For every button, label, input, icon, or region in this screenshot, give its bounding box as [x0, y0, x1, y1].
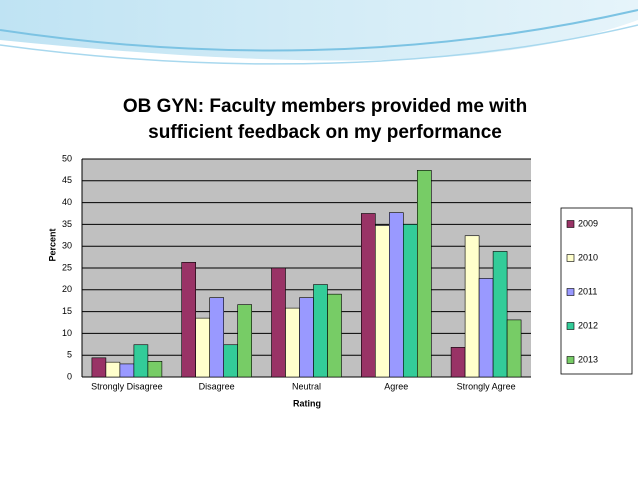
legend-label: 2012 — [578, 320, 598, 330]
y-tick-label: 15 — [62, 306, 72, 316]
legend-swatch — [566, 288, 575, 296]
bar — [119, 363, 135, 378]
bar — [271, 267, 286, 378]
legend-swatch — [566, 254, 575, 262]
bar — [223, 344, 238, 378]
header-line — [0, 24, 638, 65]
legend-swatch — [566, 322, 575, 330]
bar — [105, 361, 121, 378]
bar — [327, 293, 342, 378]
bar — [147, 361, 163, 378]
legend-label: 2010 — [578, 252, 598, 262]
bar — [285, 307, 300, 378]
y-tick-label: 50 — [62, 153, 72, 163]
bar — [360, 213, 376, 378]
legend — [560, 207, 633, 375]
x-tick-label: Disagree — [199, 381, 235, 391]
bar — [464, 235, 480, 378]
bar — [402, 224, 418, 378]
bar — [450, 347, 466, 378]
bar — [237, 304, 252, 378]
y-axis-label: Percent — [47, 228, 57, 261]
bar — [299, 297, 314, 378]
x-tick-label: Neutral — [292, 381, 321, 391]
legend-label: 2009 — [578, 218, 598, 228]
bar — [133, 344, 149, 378]
chart-title: OB GYN: Faculty members provided me with… — [123, 96, 527, 143]
legend-label: 2013 — [578, 354, 598, 364]
y-tick-label: 20 — [62, 284, 72, 294]
y-tick-label: 45 — [62, 175, 72, 185]
x-axis-label: Rating — [293, 398, 321, 408]
bar — [388, 212, 404, 378]
bar — [416, 170, 432, 378]
legend-swatch — [566, 356, 575, 364]
legend-swatch — [566, 220, 575, 228]
y-tick-label: 40 — [62, 197, 72, 207]
bar — [181, 262, 196, 378]
y-tick-label: 10 — [62, 328, 72, 338]
header-line — [0, 9, 638, 52]
bar — [506, 319, 522, 378]
bar — [478, 278, 494, 378]
y-tick-label: 35 — [62, 219, 72, 229]
bar — [91, 357, 107, 378]
x-tick-label: Strongly Disagree — [91, 381, 163, 391]
y-tick-label: 25 — [62, 262, 72, 272]
header-swoosh — [0, 0, 638, 61]
legend-label: 2011 — [578, 286, 597, 296]
bar — [209, 297, 224, 378]
y-tick-label: 0 — [67, 371, 72, 381]
bar — [492, 251, 508, 378]
x-tick-label: Agree — [384, 381, 408, 391]
bar — [374, 225, 390, 378]
bar — [195, 317, 210, 378]
x-tick-label: Strongly Agree — [457, 381, 516, 391]
bar — [313, 284, 328, 378]
y-tick-label: 30 — [62, 241, 72, 251]
y-tick-label: 5 — [67, 350, 72, 360]
